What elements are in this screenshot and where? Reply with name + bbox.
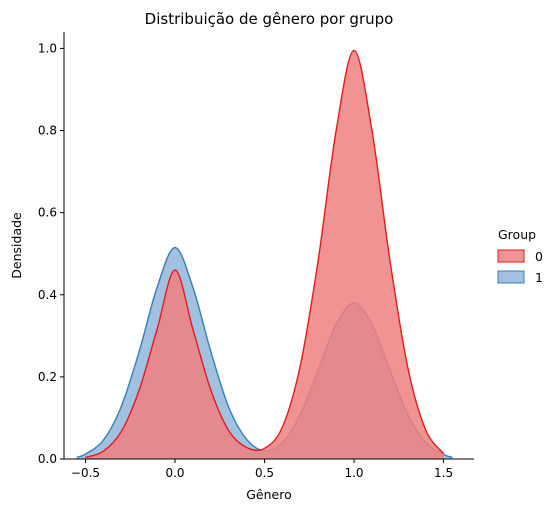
x-tick-label: 1.0 xyxy=(344,466,363,480)
x-tick-label: 1.5 xyxy=(434,466,453,480)
y-tick-label: 0.4 xyxy=(38,288,57,302)
x-axis-label: Gênero xyxy=(246,487,292,502)
legend-label-0: 0 xyxy=(535,249,543,264)
y-tick-label: 1.0 xyxy=(38,41,57,55)
x-tick-label: 0.0 xyxy=(165,466,184,480)
y-tick-label: 0.8 xyxy=(38,124,57,138)
y-tick-label: 0.6 xyxy=(38,206,57,220)
legend-swatch-1 xyxy=(497,270,525,284)
legend-title: Group xyxy=(498,227,536,242)
y-tick-label: 0.0 xyxy=(38,452,57,466)
x-tick-label: −0.5 xyxy=(71,466,100,480)
chart-title: Distribuição de gênero por grupo xyxy=(145,10,394,28)
legend-swatch-0 xyxy=(497,249,525,263)
legend-label-1: 1 xyxy=(535,270,543,285)
series-line-0 xyxy=(85,49,445,459)
y-axis-label: Densidade xyxy=(9,212,24,279)
axes-layer: −0.5 0.0 0.5 1.0 1.5 0.0 0.2 0.4 0.6 0.8 1.0 xyxy=(38,32,474,480)
x-tick-label: 0.5 xyxy=(255,466,274,480)
series-layer xyxy=(76,49,453,459)
series-area-0 xyxy=(85,50,444,459)
y-tick-label: 0.2 xyxy=(38,370,57,384)
legend: Group 0 1 xyxy=(497,227,543,285)
